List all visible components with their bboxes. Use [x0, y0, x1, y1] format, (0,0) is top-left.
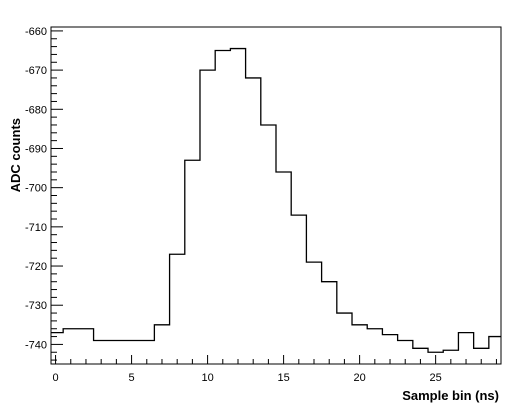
y-axis-ticks: -740 -730 -720 -710 -700 -690 -680 -670 -660	[25, 26, 63, 361]
y-axis-title: ADC counts	[8, 118, 23, 192]
y-tick-label: -690	[25, 143, 47, 155]
y-tick-label: -730	[25, 300, 47, 312]
y-tick-label: -740	[25, 339, 47, 351]
y-tick-label: -720	[25, 261, 47, 273]
y-tick-label: -660	[25, 26, 47, 38]
histogram-step-line	[51, 47, 501, 353]
y-tick-label: -700	[25, 183, 47, 195]
y-tick-label: -670	[25, 65, 47, 77]
x-axis-ticks: 0 5 10 15 20 25	[52, 355, 497, 384]
x-tick-label: 0	[52, 372, 58, 384]
x-tick-label: 25	[430, 372, 442, 384]
x-tick-label: 5	[129, 372, 135, 384]
x-tick-label: 15	[277, 372, 289, 384]
x-tick-label: 20	[353, 372, 365, 384]
x-axis-title: Sample bin (ns)	[402, 388, 499, 403]
y-tick-label: -710	[25, 222, 47, 234]
x-tick-label: 10	[201, 372, 213, 384]
y-tick-label: -680	[25, 104, 47, 116]
plot-frame	[50, 26, 502, 365]
series-group	[51, 47, 501, 353]
